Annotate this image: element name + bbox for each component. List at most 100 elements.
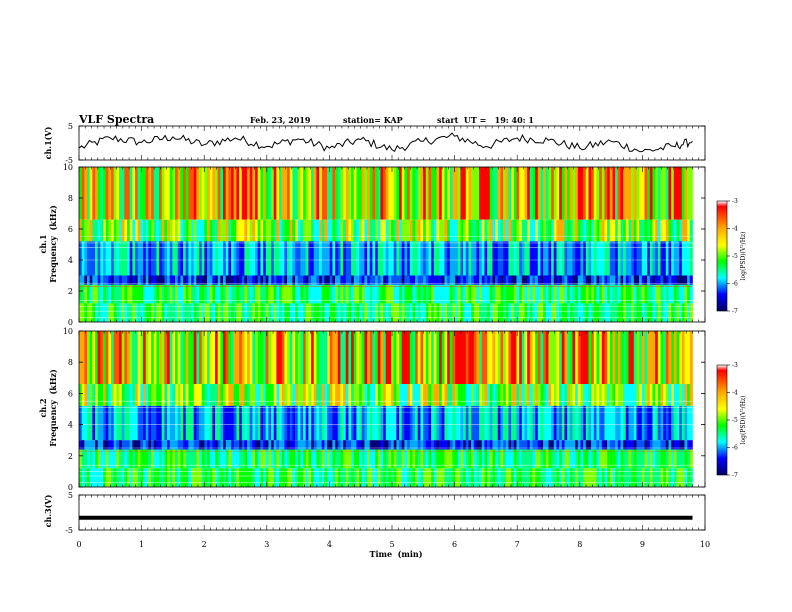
ch1-spec-spectral-cell [164, 241, 168, 276]
ch2-spec-spectral-cell [500, 384, 504, 406]
ch2-spec-spectral-cell [401, 440, 405, 450]
ch1-spec-spectral-cell [543, 303, 547, 322]
ch1-spec-spectral-cell [415, 167, 419, 220]
ch2-spec-spectral-cell [132, 384, 136, 406]
ch2-spec-spectral-cell [268, 331, 272, 385]
ch2-spec-spectral-cell [663, 384, 667, 406]
ch1-spec-spectral-cell [161, 275, 165, 285]
ch1-spec-spectral-cell [225, 303, 229, 322]
ch1-spec-spectral-cell [255, 303, 259, 322]
ch1-spec-spectral-cell [185, 284, 189, 304]
ch2-spec-spectral-cell [596, 449, 600, 469]
ch2-spec-spectral-cell [583, 331, 587, 385]
ch2-spec-spectral-cell [231, 468, 235, 487]
ch2-spec-spectral-cell [409, 405, 413, 441]
ch1-spec-spectral-cell [439, 303, 443, 322]
ch2-spec-spectral-cell [348, 331, 352, 385]
ch1-spec-spectral-cell [609, 219, 613, 242]
colorbar-ch1: log(PSD)(V²/Hz) -3-4-5-6-7 [716, 198, 747, 315]
ch1-spec-spectral-cell [681, 284, 685, 304]
ch2-spec-spectral-cell [265, 440, 269, 450]
ch1-spec-spectral-cell [649, 219, 653, 242]
ch2-spec-spectral-cell [132, 331, 136, 385]
ch2-spec-spectral-cell [201, 384, 205, 406]
ch2-spec-spectral-cell [391, 449, 395, 469]
ch1-spec-spectral-cell [431, 241, 435, 276]
ch2-spec-spectral-cell [353, 449, 357, 469]
ch1-spec-spectral-cell [497, 284, 501, 304]
ch2-spec-spectral-cell [276, 440, 280, 450]
ch2-spec-spectral-cell [79, 405, 82, 441]
ch2-spec-spectral-cell [535, 440, 539, 450]
ch2-spec-spectral-cell [233, 449, 237, 469]
ch2-spec-spectral-cell [444, 405, 448, 441]
ch2-spec-spectral-cell [217, 405, 221, 441]
ch2-spec-spectral-cell [444, 468, 448, 487]
ch2-spec-spectral-cell [447, 468, 451, 487]
ch1-spec-spectral-cell [604, 284, 608, 304]
ch1-spec-spectral-cell [423, 167, 427, 220]
ch1-spec-spectral-cell [303, 275, 307, 285]
ch1-spec-spectral-cell [681, 167, 685, 220]
ch2-spec-spectral-cell [524, 468, 528, 487]
ch2-spec-spectral-cell [332, 384, 336, 406]
ch2-spec-spectral-cell [575, 331, 579, 385]
ch2-spec-spectral-cell [524, 449, 528, 469]
ch1-spec-spectral-cell [121, 303, 125, 322]
ch2-spec-spectral-cell [353, 384, 357, 406]
ch2-spec-spectral-cell [180, 331, 184, 385]
ch1-spec-spectral-cell [159, 284, 162, 304]
ch1-spec-spectral-cell [519, 275, 523, 285]
ch2-spec-spectral-cell [671, 384, 675, 406]
ch1-spec-spectral-cell [436, 167, 440, 220]
ch2-spec-spectral-cell [276, 384, 280, 406]
ch1-spec-spectral-cell [681, 275, 685, 285]
ch2-spec-spectral-cell [100, 440, 104, 450]
ch1-spec-spectral-cell [300, 303, 304, 322]
ch2-spec-spectral-cell [335, 449, 339, 469]
ch2-spec-spectral-cell [393, 440, 397, 450]
ch2-spec-spectral-cell [311, 405, 315, 441]
ch2-spec-spectral-cell [431, 405, 435, 441]
ch2-spec-spectral-cell [375, 449, 379, 469]
ch1-spec-spectral-cell [396, 167, 400, 220]
ch2-spec-spectral-cell [689, 405, 693, 441]
ch1-spec-spectral-cell [596, 241, 600, 276]
ch2-spec-spectral-cell [279, 440, 283, 450]
ch1-spec-spectral-cell [257, 275, 261, 285]
ch1-spec-spectral-cell [100, 284, 104, 304]
ch2-spec-spectral-cell [473, 384, 477, 406]
ch1-spec-spectral-cell [92, 275, 96, 285]
ch1-spec-spectral-cell [332, 275, 336, 285]
ch1-spec-spectral-cell [292, 284, 296, 304]
ch2-spec-spectral-cell [81, 468, 85, 487]
ch1-spec-spectral-cell [316, 284, 320, 304]
ch1-spec-spectral-cell [359, 167, 363, 220]
ch1-spec-spectral-cell [188, 219, 192, 242]
ch2-spec-spectral-cell [537, 440, 541, 450]
ch1-spec-spectral-cell [676, 241, 680, 276]
ch2-spec-spectral-cell [516, 440, 520, 450]
ch2-spec-spectral-cell [471, 468, 475, 487]
colorbar-ch2-scale [716, 364, 728, 476]
ch2-spec-spectral-cell [241, 468, 245, 487]
ch1-spec-spectral-cell [385, 219, 389, 242]
ch1-spec-spectral-cell [423, 241, 427, 276]
ch1-spec-spectral-cell [367, 167, 371, 220]
ch1-spec-spectral-cell [681, 241, 685, 276]
colorbar-ch1-scale [716, 200, 728, 312]
ch1-spec-spectral-cell [249, 284, 253, 304]
ch1-spec-spectral-cell [321, 167, 325, 220]
ch1-spec-spectral-cell [617, 303, 621, 322]
ch2-spec-spectral-cell [292, 331, 296, 385]
ch1-spec-spectral-cell [188, 275, 192, 285]
ch1-spec-spectral-cell [636, 219, 640, 242]
ch1-spec-spectral-cell [361, 303, 365, 322]
ch1-spec-spectral-cell [105, 303, 109, 322]
ch1-spec-spectral-cell [513, 284, 517, 304]
ch1-spec-spectral-cell [191, 167, 194, 220]
ch2-spec-spectral-cell [231, 440, 235, 450]
ch1-spec-spectral-cell [593, 167, 597, 220]
ch2-spec-spectral-cell [279, 468, 283, 487]
ch1-spec-spectral-cell [676, 303, 680, 322]
